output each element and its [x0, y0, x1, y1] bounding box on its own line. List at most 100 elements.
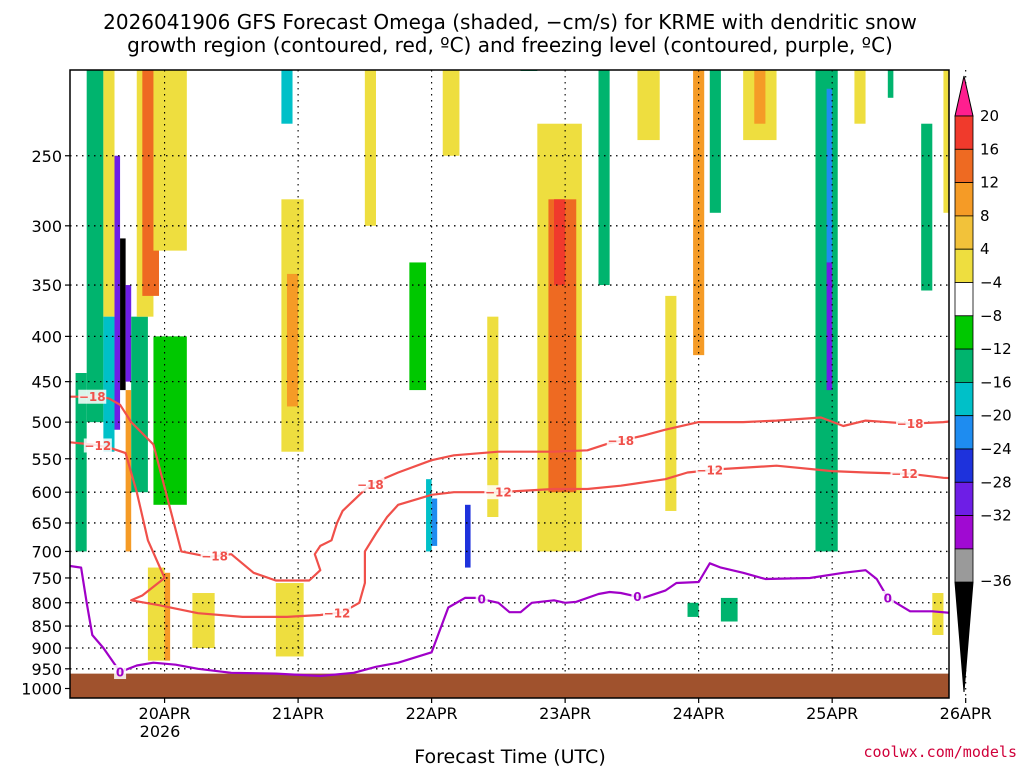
y-axis-pressure: 250 300 350 400 450 500 550 600 650 700 750 800 850 9…: [21, 147, 70, 699]
x-axis-title: Forecast Time (UTC): [414, 746, 605, 768]
colorbar-swatch: [954, 115, 974, 150]
colorbar-swatch: [954, 415, 974, 450]
omega-cell: [409, 262, 427, 391]
omega-cell: [826, 88, 833, 263]
colorbar-swatch: [954, 215, 974, 250]
colorbar-bottom-triangle: [954, 581, 974, 693]
omega-cell: [426, 479, 432, 552]
colorbar-swatch: [954, 481, 974, 516]
omega-cell: [364, 70, 376, 226]
contour-label-bg: [475, 592, 488, 607]
contour-label: −18: [79, 390, 106, 404]
colorbar-label: 20: [980, 107, 999, 125]
contour-label-bg: [484, 485, 513, 500]
omega-cell: [153, 336, 187, 505]
credit-link[interactable]: coolwx.com/models: [863, 743, 1017, 761]
contour-label: −18: [201, 550, 228, 564]
x-tick-label: 24APR: [673, 704, 725, 723]
x-tick-label: 26APR: [940, 704, 992, 723]
contour-label: 0: [478, 593, 486, 607]
omega-cell: [487, 316, 499, 518]
omega-cell: [153, 70, 187, 251]
y-tick-label: 700: [31, 542, 62, 561]
omega-cell: [442, 70, 460, 156]
contour-labels: −18 −18 −18 −18 −18 −12 −12 −12 −12 −12 0 0 0 0: [78, 389, 925, 680]
contour-label: −12: [84, 439, 111, 453]
colorbar-label: −28: [980, 473, 1012, 491]
omega-cell: [754, 70, 766, 124]
omega-cell: [125, 390, 132, 552]
x-tick-label: 23APR: [539, 704, 591, 723]
omega-cell: [826, 262, 833, 391]
contour-lines: [70, 395, 949, 678]
omega-cell: [932, 593, 944, 635]
colorbar: 20 16 12 8 4 −4 −8 −12 −16 −20 −24 −28 −32 −36: [954, 75, 1012, 693]
colorbar-swatch: [954, 148, 974, 184]
contour-line: [70, 562, 949, 678]
omega-shading-layer: [75, 70, 949, 661]
contour-label-bg: [200, 549, 229, 564]
colorbar-label: −20: [980, 407, 1012, 425]
contour-label-bg: [606, 433, 635, 448]
colorbar-label: 8: [980, 207, 990, 225]
y-tick-label: 1000: [21, 680, 62, 699]
contour-label: −18: [607, 434, 634, 448]
y-tick-label: 850: [31, 617, 62, 636]
contour-label-bg: [83, 438, 112, 453]
omega-cell: [693, 70, 705, 356]
chart-title-line-2: growth region (contoured, red, ºC) and f…: [127, 33, 893, 57]
omega-cell: [120, 238, 126, 391]
y-tick-label: 600: [31, 483, 62, 502]
plot-frame: [69, 69, 950, 699]
colorbar-label: −32: [980, 507, 1012, 525]
contour-label-bg: [631, 589, 644, 604]
ground-surface: [70, 673, 949, 698]
contour-label: −18: [897, 417, 924, 431]
omega-cell: [687, 602, 699, 617]
contour-label-bg: [695, 463, 724, 478]
x-axis-time: 20APR 21APR 22APR 23APR 24APR 25APR 26APR: [139, 698, 992, 723]
y-tick-label: 750: [31, 569, 62, 588]
y-tick-label: 900: [31, 639, 62, 658]
y-tick-label: 350: [31, 276, 62, 295]
omega-cell: [75, 373, 87, 552]
contour-label-bg: [323, 605, 352, 620]
colorbar-label: −16: [980, 373, 1012, 391]
chart-title-line-1: 2026041906 GFS Forecast Omega (shaded, −…: [103, 10, 917, 34]
x-tick-label: 20APR: [139, 704, 191, 723]
contour-label: −12: [324, 606, 351, 620]
colorbar-swatch: [954, 548, 974, 583]
colorbar-label: 4: [980, 240, 990, 258]
contour-line: [70, 441, 949, 618]
y-tick-label: 300: [31, 217, 62, 236]
contour-label: −18: [357, 478, 384, 492]
colorbar-swatch: [954, 515, 974, 550]
y-tick-label: 950: [31, 660, 62, 679]
omega-cell: [131, 316, 148, 493]
colorbar-swatch: [954, 381, 974, 417]
colorbar-label: 12: [980, 174, 999, 192]
y-tick-label: 550: [31, 450, 62, 469]
omega-cell: [114, 155, 121, 430]
omega-cell: [854, 70, 866, 124]
contour-label: 0: [884, 591, 892, 605]
omega-cell: [147, 567, 165, 661]
contour-label: 0: [116, 666, 124, 680]
contour-line: [70, 395, 949, 582]
omega-cell: [665, 295, 677, 511]
contour-label: 0: [633, 590, 641, 604]
omega-cell: [720, 597, 738, 622]
colorbar-label: −24: [980, 440, 1012, 458]
omega-cell: [103, 70, 115, 317]
y-tick-label: 650: [31, 514, 62, 533]
colorbar-swatch: [954, 348, 974, 383]
omega-cell: [943, 70, 949, 213]
x-tick-label: 22APR: [406, 704, 458, 723]
y-tick-label: 250: [31, 147, 62, 166]
omega-cell: [286, 273, 299, 407]
contour-label: −12: [485, 486, 512, 500]
omega-cell: [192, 593, 215, 649]
colorbar-label: −4: [980, 274, 1002, 292]
colorbar-label: −12: [980, 340, 1012, 358]
